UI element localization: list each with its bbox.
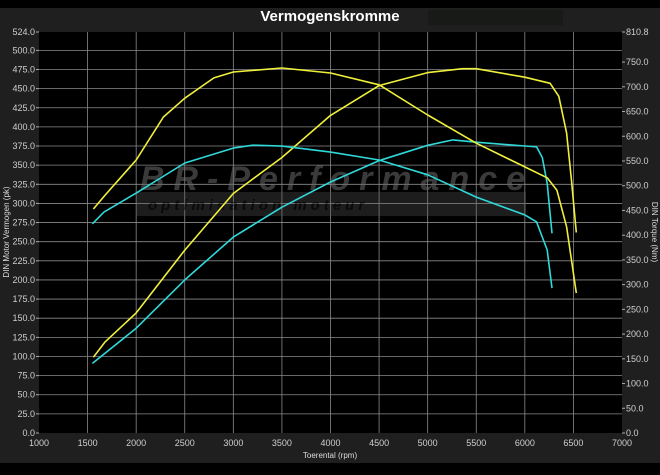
- y-left-tick-label: 0.0: [22, 428, 35, 438]
- watermark-logo: BR-Performance optimisation moteur: [136, 160, 526, 216]
- grid: [39, 32, 622, 433]
- torque-curve-yellow: [92, 67, 578, 294]
- x-tick-label: 6000: [515, 438, 535, 448]
- y-left-tick-label: 425.0: [12, 103, 35, 113]
- power-curve-yellow: [92, 67, 578, 358]
- y-right-tick-label: 300.0: [626, 280, 649, 290]
- y-right-tick-label: 810.8: [626, 27, 649, 37]
- y-left-tick-label: 25.0: [17, 409, 35, 419]
- y-left-tick-label: 475.0: [12, 64, 35, 74]
- y-left-tick-label: 250.0: [12, 237, 35, 247]
- title-box: [428, 10, 563, 25]
- x-tick-label: 5500: [466, 438, 486, 448]
- power-curve-cyan: [91, 139, 553, 365]
- y-left-tick-label: 450.0: [12, 84, 35, 94]
- y-right-tick-label: 400.0: [626, 230, 649, 240]
- y-left-tick-label: 150.0: [12, 313, 35, 323]
- y-right-tick-label: 50.0: [626, 403, 644, 413]
- axis-ticks: 1000 1500 2000 2500 3000 3500 4000 4500 5000 5500…: [12, 27, 648, 448]
- y-right-tick-label: 450.0: [626, 205, 649, 215]
- y-left-tick-label: 400.0: [12, 122, 35, 132]
- x-tick-label: 2500: [175, 438, 195, 448]
- y-right-tick-label: 550.0: [626, 156, 649, 166]
- y-left-tick-label: 524.0: [12, 27, 35, 37]
- series-lines: [91, 67, 578, 365]
- y-left-tick-label: 275.0: [12, 218, 35, 228]
- y-left-tick-label: 100.0: [12, 351, 35, 361]
- x-tick-label: 5000: [418, 438, 438, 448]
- x-tick-label: 3000: [223, 438, 243, 448]
- y-axis-left-label: DIN Motor Vermogen (pk): [2, 186, 11, 277]
- y-right-tick-label: 150.0: [626, 354, 649, 364]
- y-left-tick-label: 375.0: [12, 141, 35, 151]
- torque-curve-cyan: [91, 144, 553, 289]
- x-tick-label: 2000: [126, 438, 146, 448]
- y-left-tick-label: 175.0: [12, 294, 35, 304]
- y-left-tick-label: 125.0: [12, 332, 35, 342]
- y-right-tick-label: 750.0: [626, 57, 649, 67]
- y-right-tick-label: 100.0: [626, 379, 649, 389]
- y-left-tick-label: 300.0: [12, 198, 35, 208]
- y-right-tick-label: 700.0: [626, 82, 649, 92]
- y-right-tick-label: 200.0: [626, 329, 649, 339]
- x-tick-label: 6500: [563, 438, 583, 448]
- x-tick-label: 1500: [78, 438, 98, 448]
- y-right-tick-label: 650.0: [626, 107, 649, 117]
- y-right-tick-label: 350.0: [626, 255, 649, 265]
- y-left-tick-label: 350.0: [12, 160, 35, 170]
- y-right-tick-label: 600.0: [626, 131, 649, 141]
- y-right-tick-label: 500.0: [626, 181, 649, 191]
- x-tick-label: 4500: [369, 438, 389, 448]
- x-tick-label: 4000: [320, 438, 340, 448]
- x-tick-label: 3500: [272, 438, 292, 448]
- y-left-tick-label: 50.0: [17, 390, 35, 400]
- x-axis-label: Toerental (rpm): [303, 451, 358, 460]
- x-tick-label: 1000: [29, 438, 49, 448]
- watermark-band: [136, 192, 526, 216]
- y-left-tick-label: 325.0: [12, 179, 35, 189]
- y-right-tick-label: 250.0: [626, 304, 649, 314]
- y-left-tick-label: 75.0: [17, 371, 35, 381]
- y-right-tick-label: 0.0: [626, 428, 639, 438]
- y-axis-right-label: DIN Torque (Nm): [650, 202, 659, 263]
- y-left-tick-label: 500.0: [12, 45, 35, 55]
- watermark-tagline: optimisation moteur: [148, 197, 368, 214]
- y-left-tick-label: 200.0: [12, 275, 35, 285]
- y-left-tick-label: 225.0: [12, 256, 35, 266]
- x-tick-label: 7000: [612, 438, 632, 448]
- chart-title: Vermogenskromme: [260, 8, 400, 25]
